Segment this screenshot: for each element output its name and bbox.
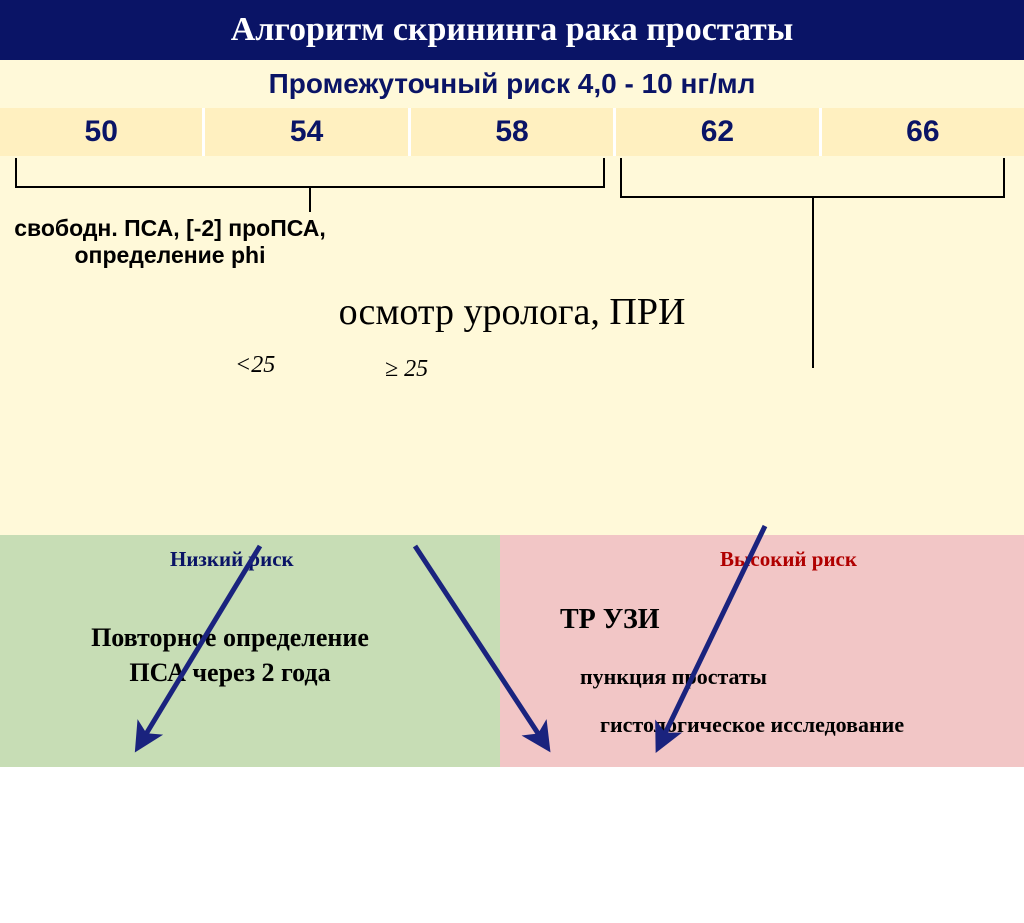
age-value: 58 bbox=[495, 115, 528, 148]
arrow-ge25-left bbox=[415, 546, 545, 744]
age-cell: 58 bbox=[411, 108, 616, 156]
age-row: 50 54 58 62 66 bbox=[0, 108, 1024, 156]
arrows-layer bbox=[0, 156, 1024, 923]
arrow-right-branch bbox=[660, 526, 765, 744]
title-bar: Алгоритм скрининга рака простаты bbox=[0, 0, 1024, 60]
age-cell: 62 bbox=[616, 108, 821, 156]
slide: Алгоритм скрининга рака простаты Промежу… bbox=[0, 0, 1024, 767]
title-text: Алгоритм скрининга рака простаты bbox=[231, 11, 794, 48]
age-cell: 54 bbox=[205, 108, 410, 156]
age-value: 50 bbox=[85, 115, 118, 148]
age-value: 62 bbox=[701, 115, 734, 148]
age-cell: 50 bbox=[0, 108, 205, 156]
arrow-lt25 bbox=[140, 546, 260, 744]
age-value: 54 bbox=[290, 115, 323, 148]
subtitle-text: Промежуточный риск 4,0 - 10 нг/мл bbox=[269, 68, 756, 99]
subtitle-bar: Промежуточный риск 4,0 - 10 нг/мл bbox=[0, 60, 1024, 108]
age-cell: 66 bbox=[822, 108, 1024, 156]
age-value: 66 bbox=[906, 115, 939, 148]
